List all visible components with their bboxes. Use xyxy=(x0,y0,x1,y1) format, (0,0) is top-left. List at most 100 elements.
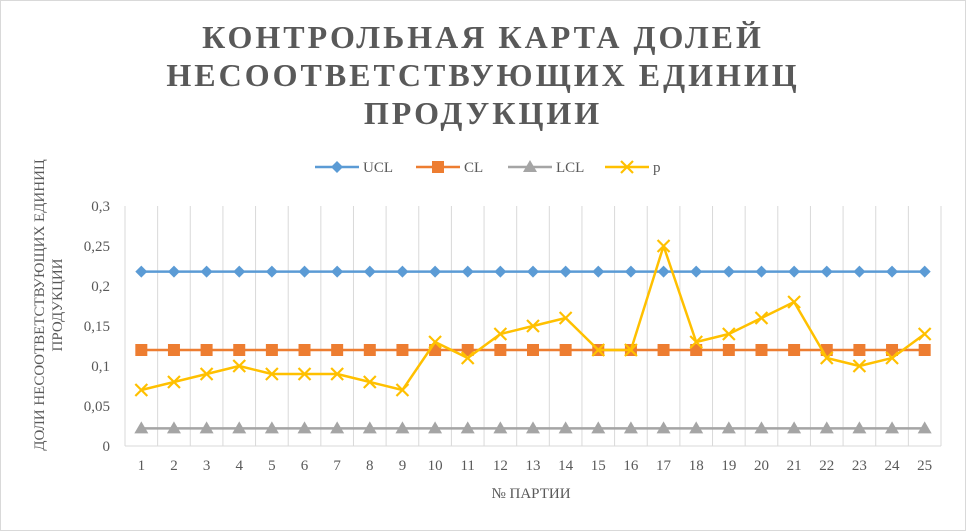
point-cl xyxy=(918,344,931,356)
point-lcl xyxy=(232,421,247,434)
point-p xyxy=(460,351,475,365)
point-ucl xyxy=(592,265,605,278)
x-tick-label: 13 xyxy=(526,458,541,474)
point-lcl xyxy=(395,421,410,434)
x-tick-label: 25 xyxy=(917,458,932,474)
y-axis-title-line: ДОЛИ НЕСООТВЕТСТВУЮЩИХ ЕДИНИЦ xyxy=(32,159,48,451)
point-cl xyxy=(690,344,703,356)
point-ucl xyxy=(918,265,931,278)
point-lcl xyxy=(264,421,279,434)
y-tick-label: 0,2 xyxy=(91,279,110,295)
point-p xyxy=(134,383,149,397)
point-p xyxy=(199,367,214,381)
point-ucl xyxy=(233,265,246,278)
point-lcl xyxy=(297,421,312,434)
point-ucl xyxy=(755,265,768,278)
x-tick-label: 4 xyxy=(235,458,243,474)
legend-marker-ucl xyxy=(331,161,343,173)
point-p xyxy=(656,239,671,253)
legend-marker-p xyxy=(620,160,634,174)
point-p xyxy=(819,351,834,365)
point-ucl xyxy=(722,265,735,278)
point-ucl xyxy=(559,265,572,278)
point-cl xyxy=(788,344,801,356)
point-lcl xyxy=(656,421,671,434)
point-cl xyxy=(396,344,409,356)
point-ucl xyxy=(331,265,344,278)
point-p xyxy=(232,359,247,373)
legend: UCL CL LCL p xyxy=(315,160,661,176)
x-tick-label: 9 xyxy=(399,458,407,474)
legend-label-cl: CL xyxy=(464,160,483,176)
point-p xyxy=(526,319,540,333)
point-ucl xyxy=(167,265,180,278)
series-group xyxy=(134,239,932,434)
point-cl xyxy=(722,344,735,356)
x-tick-label: 10 xyxy=(428,458,443,474)
point-lcl xyxy=(917,421,932,434)
x-axis-title: № ПАРТИИ xyxy=(491,486,570,502)
x-tick-label: 18 xyxy=(689,458,704,474)
gridlines xyxy=(124,206,942,447)
point-p xyxy=(558,311,573,325)
x-tick-label: 14 xyxy=(558,458,574,474)
point-lcl xyxy=(428,421,443,434)
point-lcl xyxy=(689,421,704,434)
point-p xyxy=(852,359,867,373)
y-tick-label: 0,3 xyxy=(91,199,110,215)
point-ucl xyxy=(886,265,899,278)
x-tick-label: 24 xyxy=(885,458,901,474)
legend-marker-cl xyxy=(432,161,444,173)
point-p xyxy=(330,367,344,381)
point-cl xyxy=(298,344,311,356)
y-tick-label: 0 xyxy=(103,439,111,455)
x-tick-label: 19 xyxy=(721,458,736,474)
point-p xyxy=(722,327,736,341)
x-tick-label: 21 xyxy=(787,458,802,474)
x-tick-labels: 1 2 3 4 5 6 7 8 9 10 11 12 13 14 15 16 17 18 19 20 21 22 23 24 2… xyxy=(138,458,933,474)
point-cl xyxy=(527,344,539,356)
point-cl xyxy=(657,344,670,356)
point-cl xyxy=(200,344,213,356)
point-lcl xyxy=(460,421,475,434)
point-p xyxy=(265,367,279,381)
point-ucl xyxy=(363,265,376,278)
point-lcl xyxy=(819,421,834,434)
legend-marker-lcl xyxy=(523,160,537,172)
x-tick-label: 16 xyxy=(623,458,639,474)
point-ucl xyxy=(853,265,866,278)
point-cl xyxy=(135,344,148,356)
y-tick-label: 0,1 xyxy=(91,359,110,375)
point-ucl xyxy=(135,265,148,278)
y-axis-title: ДОЛИ НЕСООТВЕТСТВУЮЩИХ ЕДИНИЦ ПРОДУКЦИИ xyxy=(32,159,66,451)
point-ucl xyxy=(265,265,278,278)
point-lcl xyxy=(721,421,736,434)
point-lcl xyxy=(330,421,345,434)
point-p xyxy=(297,367,312,381)
point-p xyxy=(689,335,703,349)
y-tick-labels: 0 0,05 0,1 0,15 0,2 0,25 0,3 xyxy=(84,199,110,455)
point-lcl xyxy=(558,421,573,434)
point-lcl xyxy=(199,421,214,434)
x-tick-label: 7 xyxy=(333,458,341,474)
point-ucl xyxy=(298,265,311,278)
point-cl xyxy=(494,344,507,356)
point-ucl xyxy=(527,265,539,278)
point-ucl xyxy=(690,265,703,278)
point-p xyxy=(917,327,932,341)
point-p xyxy=(493,327,508,341)
y-tick-label: 0,05 xyxy=(84,399,110,415)
point-p xyxy=(363,375,377,389)
x-tick-label: 2 xyxy=(170,458,178,474)
point-lcl xyxy=(591,421,606,434)
point-lcl xyxy=(166,421,181,434)
point-ucl xyxy=(820,265,833,278)
point-ucl xyxy=(788,265,801,278)
point-p xyxy=(591,343,606,357)
point-lcl xyxy=(493,421,508,434)
point-p xyxy=(754,311,769,325)
point-cl xyxy=(886,344,899,356)
x-tick-label: 11 xyxy=(460,458,474,474)
point-ucl xyxy=(200,265,213,278)
series-p xyxy=(134,239,932,397)
